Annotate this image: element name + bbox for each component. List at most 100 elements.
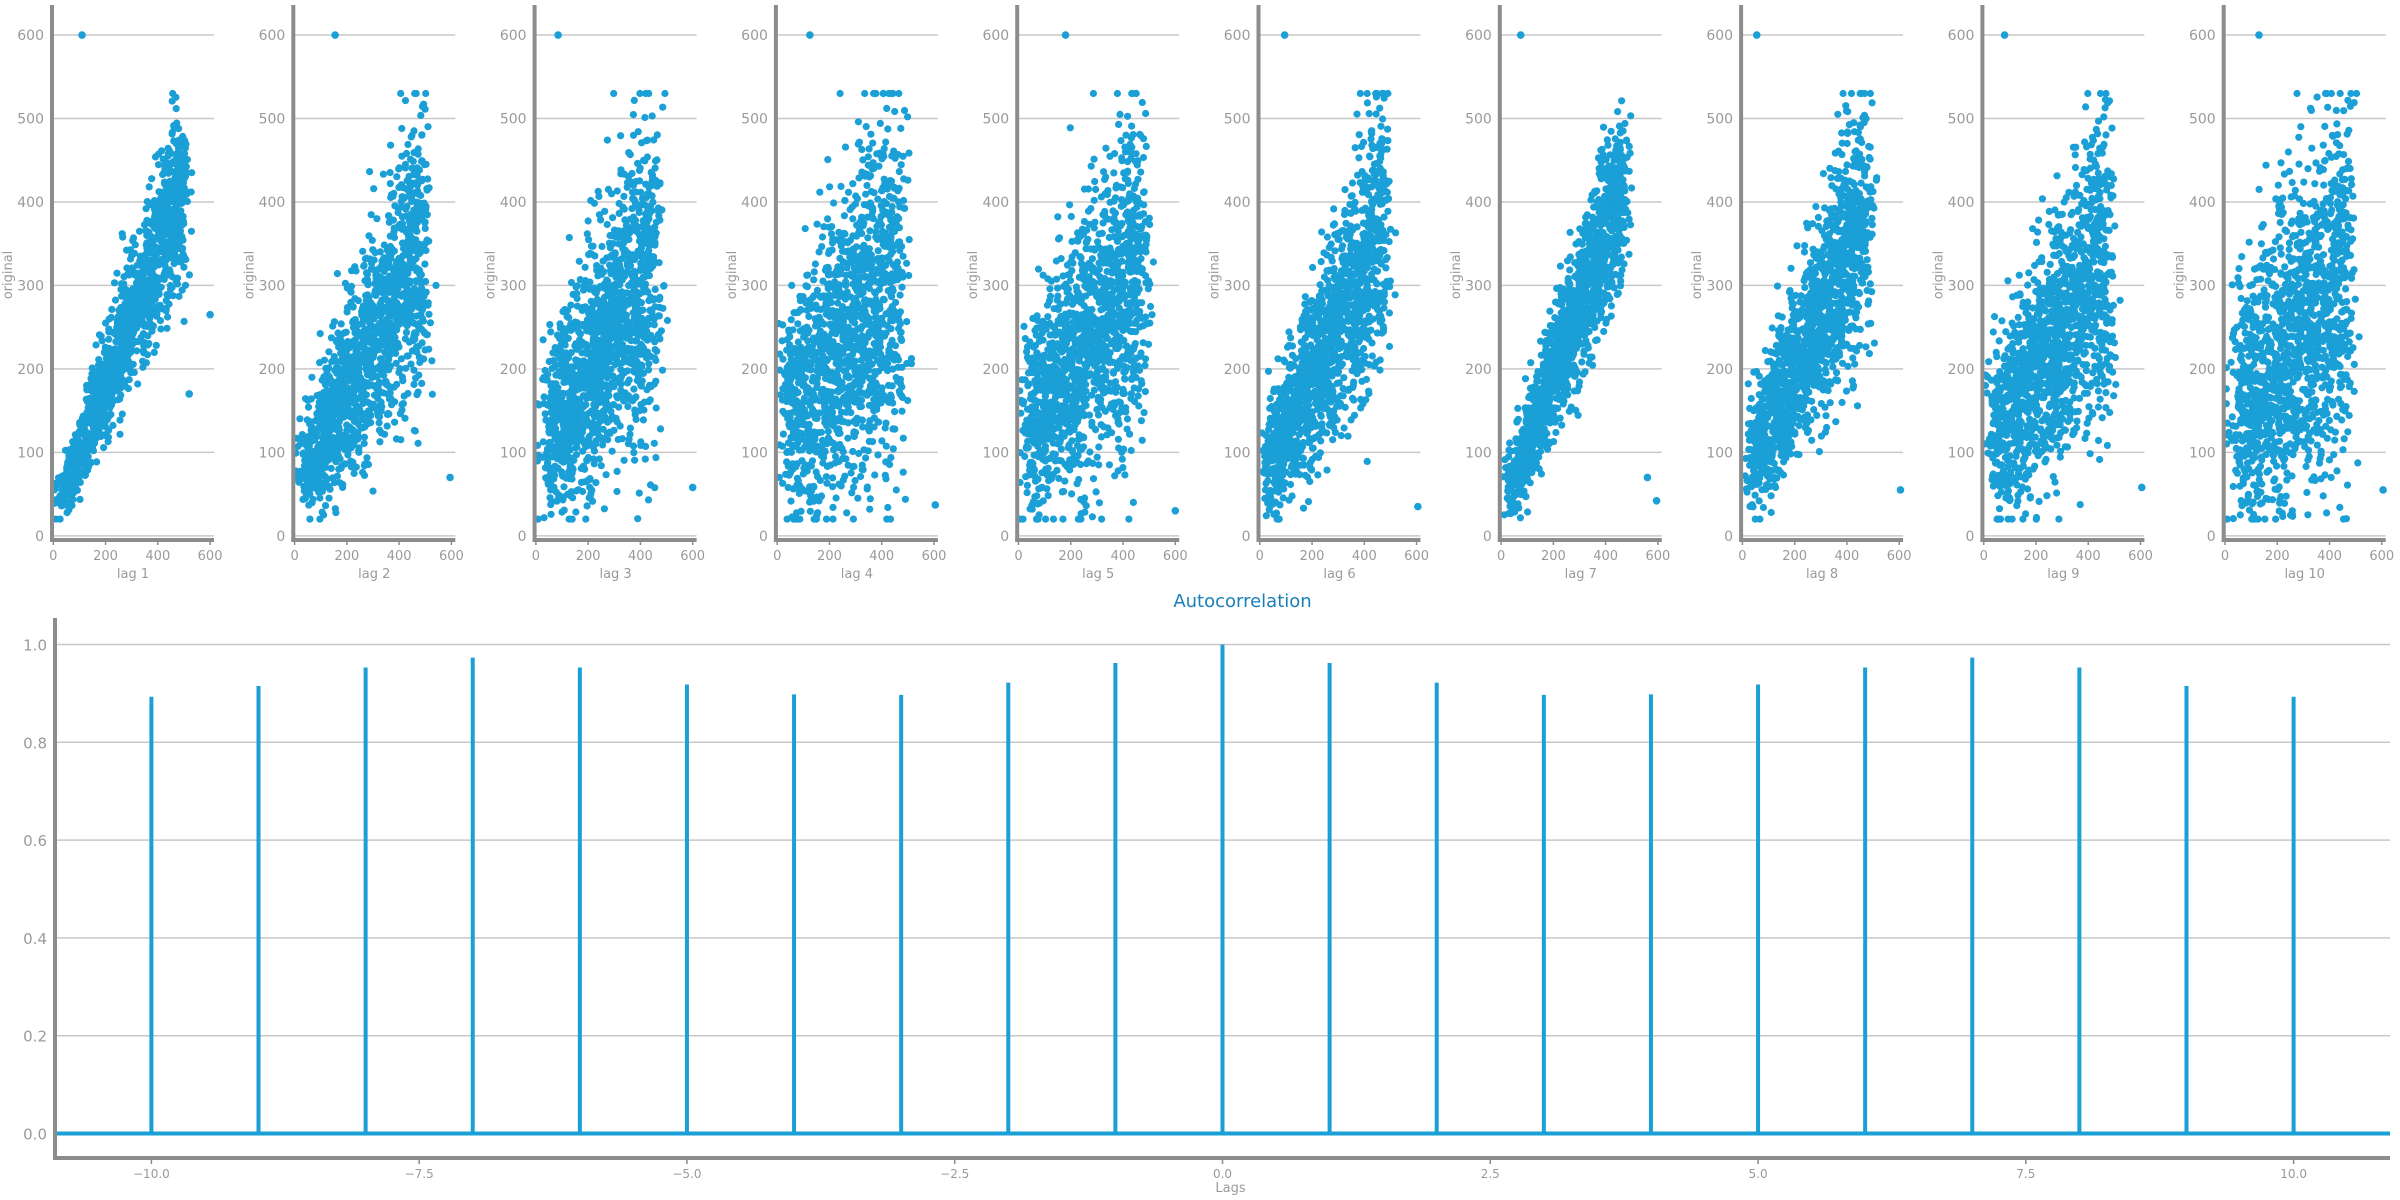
- scatter-point: [151, 153, 160, 161]
- scatter-point: [611, 323, 619, 331]
- scatter-point: [88, 364, 96, 372]
- scatter-point: [159, 211, 167, 219]
- scatter-point: [129, 234, 138, 242]
- scatter-point: [76, 495, 84, 503]
- scatter-point: [421, 260, 429, 268]
- scatter-point: [128, 264, 136, 272]
- y-tick-label: 300: [17, 278, 44, 294]
- scatter-point: [393, 173, 401, 181]
- scatter-point: [622, 311, 631, 319]
- scatter-point: [573, 294, 581, 303]
- scatter-point: [854, 118, 863, 126]
- scatter-point: [566, 364, 574, 372]
- y-tick-label: 500: [17, 112, 44, 128]
- scatter-point: [340, 329, 348, 337]
- scatter-point: [590, 460, 598, 468]
- scatter-point: [565, 439, 574, 448]
- scatter-point: [406, 191, 414, 199]
- scatter-point: [151, 210, 159, 218]
- scatter-point: [539, 336, 547, 344]
- scatter-point: [413, 391, 421, 399]
- scatter-point: [399, 184, 407, 192]
- scatter-point: [116, 430, 124, 438]
- y-tick-label: 600: [741, 28, 768, 44]
- scatter-point: [322, 434, 330, 442]
- scatter-point: [646, 306, 654, 314]
- y-tick-label: 0: [276, 529, 285, 545]
- scatter-point: [325, 494, 333, 502]
- scatter-point: [591, 413, 599, 421]
- scatter-point: [560, 483, 568, 491]
- scatter-point: [376, 248, 384, 256]
- scatter-point: [597, 462, 605, 470]
- scatter-point: [572, 283, 580, 291]
- scatter-point: [344, 367, 352, 375]
- scatter-point: [551, 452, 559, 460]
- scatter-point: [836, 89, 844, 98]
- scatter-point: [837, 182, 845, 190]
- scatter-point: [580, 357, 588, 365]
- scatter-point: [586, 278, 594, 286]
- scatter-point: [117, 372, 125, 380]
- scatter-point: [561, 428, 569, 437]
- scatter-point: [350, 352, 358, 361]
- scatter-point: [316, 330, 324, 338]
- x-axis-label: lag 1: [117, 567, 149, 582]
- scatter-point: [652, 218, 661, 226]
- scatter-point: [92, 392, 100, 400]
- scatter-point: [631, 394, 639, 402]
- scatter-point: [416, 176, 424, 184]
- scatter-point: [144, 341, 152, 349]
- scatter-point: [185, 390, 193, 398]
- scatter-point: [391, 202, 399, 210]
- scatter-point: [641, 455, 649, 463]
- scatter-point: [547, 328, 555, 336]
- scatter-point: [380, 241, 388, 249]
- scatter-point: [575, 328, 583, 336]
- scatter-point: [187, 227, 195, 235]
- scatter-point: [613, 330, 622, 338]
- scatter-point: [84, 453, 92, 461]
- scatter-point: [884, 125, 892, 133]
- scatter-point: [631, 255, 639, 263]
- scatter-point: [787, 316, 795, 324]
- scatter-point: [365, 232, 373, 240]
- scatter-point: [126, 343, 134, 351]
- scatter-point: [632, 177, 640, 186]
- scatter-point: [390, 308, 398, 316]
- scatter-point: [110, 279, 119, 287]
- scatter-point: [369, 487, 377, 495]
- scatter-point: [359, 247, 367, 255]
- x-tick-label: 400: [387, 549, 412, 564]
- scatter-point: [353, 402, 361, 410]
- scatter-point: [128, 251, 136, 259]
- scatter-point: [105, 325, 113, 333]
- scatter-point: [599, 257, 607, 265]
- scatter-point: [418, 379, 426, 387]
- scatter-point: [639, 156, 648, 164]
- scatter-point: [587, 297, 595, 305]
- scatter-point: [385, 212, 393, 220]
- scatter-point: [401, 97, 410, 105]
- y-tick-label: 600: [259, 28, 286, 44]
- scatter-point: [164, 220, 172, 228]
- scatter-point: [632, 312, 640, 320]
- scatter-point: [627, 337, 635, 345]
- y-tick-label: 0: [518, 529, 527, 545]
- scatter-point: [554, 31, 562, 39]
- scatter-point: [630, 366, 639, 374]
- scatter-point: [378, 337, 386, 345]
- scatter-point: [397, 89, 405, 98]
- scatter-point: [617, 295, 626, 303]
- scatter-point: [173, 219, 181, 227]
- scatter-point: [375, 273, 383, 281]
- scatter-point: [92, 417, 100, 425]
- scatter-point: [336, 479, 344, 487]
- scatter-points: [775, 31, 940, 523]
- scatter-point: [629, 111, 638, 119]
- scatter-point: [577, 478, 586, 486]
- scatter-point: [613, 467, 621, 475]
- scatter-point: [124, 323, 132, 331]
- scatter-point: [173, 178, 181, 186]
